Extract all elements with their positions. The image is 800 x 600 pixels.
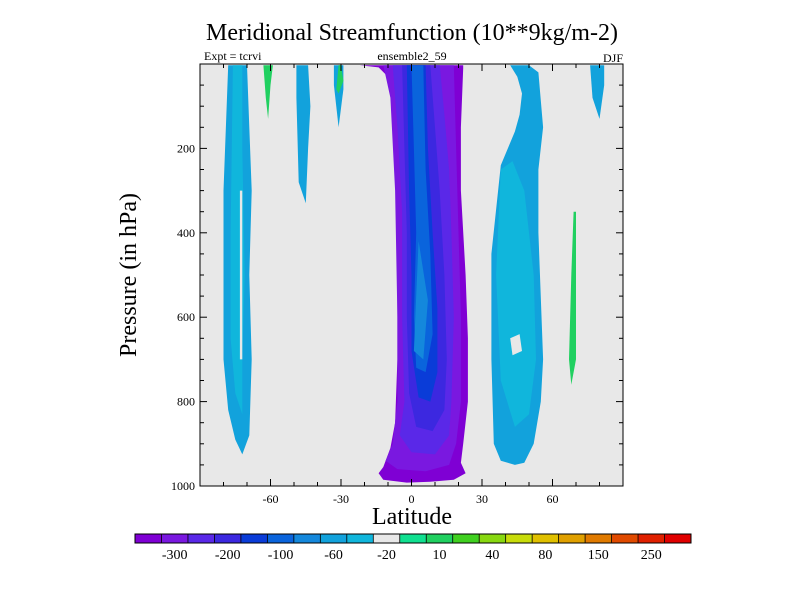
plot-area (199, 63, 624, 487)
colorbar-swatch (267, 534, 295, 543)
x-tick-label: 60 (547, 492, 559, 506)
colorbar-swatch (452, 534, 480, 543)
colorbar-swatch (399, 534, 427, 543)
colorbar-label: 150 (588, 548, 609, 563)
x-tick-label: 30 (476, 492, 488, 506)
subtitle-right: DJF (603, 51, 623, 65)
colorbar-swatch (214, 534, 242, 543)
x-tick-label: -60 (263, 492, 279, 506)
y-tick-label: 600 (177, 310, 195, 324)
colorbar-swatch (187, 534, 215, 543)
y-tick-label: 800 (177, 395, 195, 409)
y-axis: 200 400 600 800 1000 (171, 63, 623, 493)
contour-region-16 (496, 161, 536, 427)
colorbar-label: 80 (538, 548, 552, 563)
colorbar-swatch (346, 534, 374, 543)
colorbar-swatch (558, 534, 586, 543)
colorbar-swatch (479, 534, 506, 543)
contour-region-9 (239, 190, 243, 360)
colorbar-label: -60 (324, 548, 343, 563)
contour-region-10 (296, 65, 311, 204)
colorbar-swatch (373, 534, 401, 543)
colorbar-label: -200 (215, 548, 241, 563)
contour-region-14 (336, 65, 344, 94)
colorbar-swatch (161, 534, 189, 543)
contour-region-18 (590, 65, 605, 119)
y-axis-label: Pressure (in hPa) (116, 193, 142, 357)
x-tick-label: -30 (333, 492, 349, 506)
contour-region-6 (413, 241, 428, 360)
colorbar-label: 250 (641, 548, 662, 563)
y-tick-label: 200 (177, 141, 195, 155)
subtitle-center: ensemble2_59 (377, 49, 446, 63)
colorbar-label: 10 (433, 548, 447, 563)
colorbar-swatch (293, 534, 321, 543)
colorbar-swatch (664, 534, 692, 543)
colorbar-swatch (135, 534, 162, 543)
colorbar-label: 40 (485, 548, 499, 563)
colorbar-label: -20 (377, 548, 396, 563)
x-axis-label: Latitude (372, 504, 452, 530)
contour-region-13 (263, 65, 273, 119)
colorbar-swatch (611, 534, 639, 543)
contour-region-19 (569, 211, 576, 385)
colorbar-swatch (426, 534, 454, 543)
colorbar-swatch (638, 534, 665, 543)
colorbar-swatch (532, 534, 559, 543)
colorbar-swatch (240, 534, 268, 543)
colorbar-label: -300 (162, 548, 188, 563)
x-tick-label: 0 (409, 492, 415, 506)
colorbar-swatch (585, 534, 612, 543)
colorbar-frame (134, 533, 692, 544)
subtitle-left: Expt = tcrvi (204, 49, 262, 63)
y-tick-label: 1000 (171, 479, 195, 493)
colorbar-swatch (320, 534, 348, 543)
chart-title: Meridional Streamfunction (10**9kg/m-2) (206, 20, 618, 46)
y-tick-label: 400 (177, 226, 195, 240)
contour-region-17 (510, 334, 522, 356)
x-axis: -60 -30 0 30 60 (199, 64, 624, 506)
colorbar-swatch (505, 534, 533, 543)
colorbar-label: -100 (268, 548, 294, 563)
colorbar: -300 -200 -100 -60 -20 10 40 80 150 250 (134, 533, 692, 563)
